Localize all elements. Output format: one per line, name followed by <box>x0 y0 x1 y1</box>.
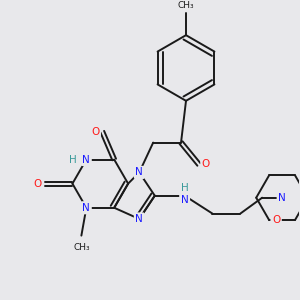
Text: H: H <box>181 183 188 193</box>
Text: CH₃: CH₃ <box>73 243 90 252</box>
Text: CH₃: CH₃ <box>178 1 194 10</box>
Text: N: N <box>135 214 143 224</box>
Text: N: N <box>82 203 90 213</box>
Text: O: O <box>272 215 280 225</box>
Text: N: N <box>135 167 143 177</box>
Text: N: N <box>82 154 90 164</box>
Text: O: O <box>91 127 99 137</box>
Text: O: O <box>34 178 42 189</box>
Text: N: N <box>181 195 188 205</box>
Text: H: H <box>68 154 76 164</box>
Text: O: O <box>202 160 210 170</box>
Text: N: N <box>278 193 286 203</box>
